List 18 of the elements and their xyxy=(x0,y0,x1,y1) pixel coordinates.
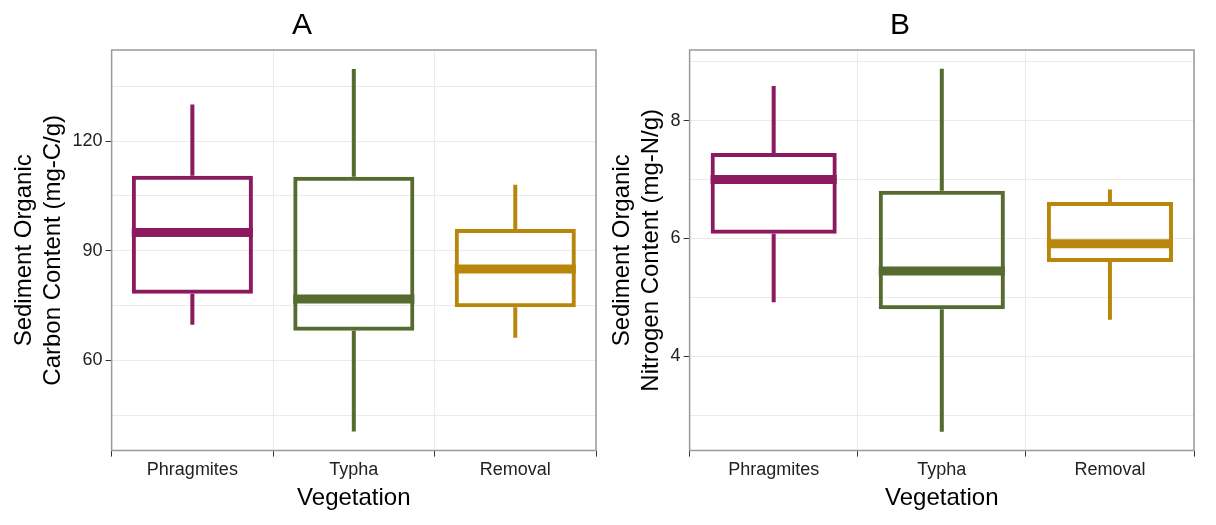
x-axis-title: Vegetation xyxy=(297,483,411,511)
x-axis-title: Vegetation xyxy=(885,483,999,511)
chart-title: B xyxy=(889,7,911,41)
y-tick-label: 90 xyxy=(82,239,103,260)
x-tick-label: Phragmites xyxy=(728,459,820,480)
y-axis-title: Sediment Organic Nitrogen Content (mg-N/g) xyxy=(607,108,663,392)
x-tick-label: Phragmites xyxy=(146,459,238,480)
y-tick-label: 4 xyxy=(670,345,681,366)
x-tick-label: Removal xyxy=(479,459,551,480)
y-tick-label: 8 xyxy=(670,109,681,130)
chart-title: A xyxy=(291,7,313,41)
y-tick-label: 60 xyxy=(82,349,103,370)
x-tick-label: Typha xyxy=(917,459,968,480)
y-axis-title: Sediment Organic Carbon Content (mg-C/g) xyxy=(9,114,65,386)
x-tick-label: Removal xyxy=(1074,459,1146,480)
y-tick-label: 120 xyxy=(72,129,103,150)
x-tick-label: Typha xyxy=(329,459,380,480)
y-tick-label: 6 xyxy=(670,227,681,248)
